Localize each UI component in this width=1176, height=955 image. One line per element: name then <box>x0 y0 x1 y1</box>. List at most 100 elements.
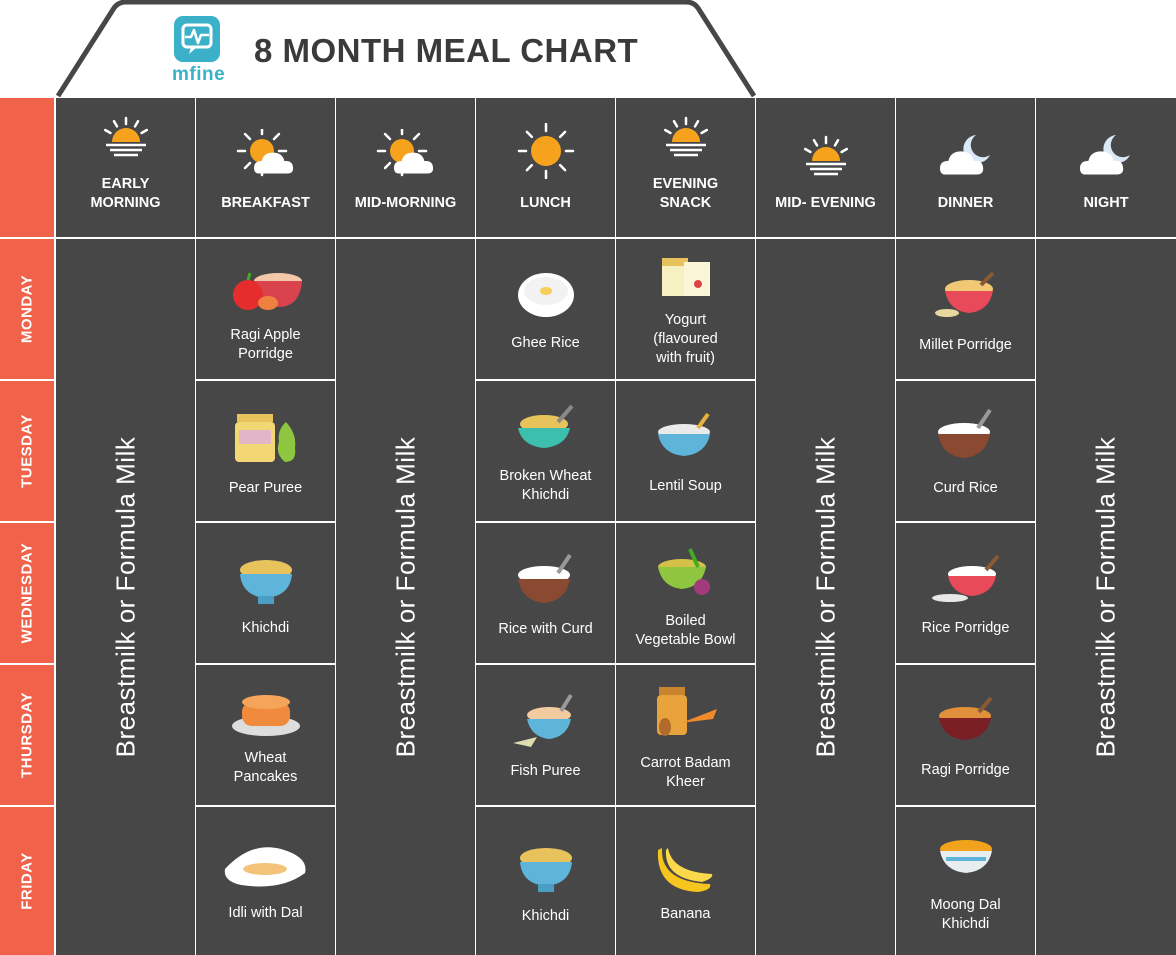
sun-cloud-icon <box>376 125 436 184</box>
day-row-header: FRIDAY <box>0 807 54 955</box>
milk-label: Breastmilk or Formula Milk <box>810 436 840 758</box>
millet-porridge-icon <box>933 267 999 330</box>
meal-cell: Khichdi <box>196 523 335 663</box>
meal-label: Pear Puree <box>228 480 303 496</box>
meal-cell: Rice with Curd <box>476 523 615 663</box>
meal-cell: Ghee Rice <box>476 239 615 379</box>
column-header-label: DINNER <box>937 195 994 211</box>
milk-column: Breastmilk or Formula Milk <box>756 239 895 955</box>
moong-dal-khichdi-icon <box>934 833 998 890</box>
meal-label: Khichdi <box>521 908 570 924</box>
yogurt-cups-icon <box>658 254 714 305</box>
lentil-soup-icon <box>654 410 718 471</box>
idli-icon <box>221 843 311 898</box>
heartbeat-chat-icon <box>174 16 220 62</box>
sun-cloud-icon <box>236 125 296 184</box>
day-row-header: TUESDAY <box>0 381 54 521</box>
page-title: 8 MONTH MEAL CHART <box>254 32 639 69</box>
sunrise-icon <box>96 114 156 165</box>
column-header: LUNCH <box>476 98 615 237</box>
meal-label: Carrot Badam Kheer <box>640 754 731 790</box>
meal-label: Khichdi <box>241 620 290 636</box>
milk-column: Breastmilk or Formula Milk <box>56 239 195 955</box>
meal-cell: Ragi Apple Porridge <box>196 239 335 379</box>
meal-label: Rice with Curd <box>498 621 593 637</box>
column-header: NIGHT <box>1036 98 1176 237</box>
meal-label: Ragi Porridge <box>921 762 1010 778</box>
day-label: MONDAY <box>18 274 36 344</box>
column-header: EVENING SNACK <box>616 98 755 237</box>
meal-label: Fish Puree <box>510 763 581 779</box>
meal-cell: Khichdi <box>476 807 615 955</box>
rice-porridge-icon <box>928 552 1004 613</box>
moon-cloud-icon <box>936 129 996 184</box>
vegetable-bowl-icon <box>654 541 718 606</box>
meal-cell: Yogurt (flavoured with fruit) <box>616 239 755 379</box>
meal-cell: Boiled Vegetable Bowl <box>616 523 755 663</box>
sunset-icon <box>796 133 856 184</box>
milk-label: Breastmilk or Formula Milk <box>1090 436 1121 758</box>
day-row-header: THURSDAY <box>0 665 54 805</box>
day-column-header <box>0 98 54 237</box>
column-header-label: MID- EVENING <box>775 195 876 211</box>
meal-label: Idli with Dal <box>228 905 303 921</box>
day-label: WEDNESDAY <box>18 542 36 644</box>
pancakes-icon <box>228 688 304 743</box>
column-header: DINNER <box>896 98 1035 237</box>
meal-cell: Moong Dal Khichdi <box>896 807 1035 955</box>
meal-cell: Idli with Dal <box>196 807 335 955</box>
logo-text: mfine <box>172 64 226 85</box>
day-label: TUESDAY <box>18 414 36 488</box>
meal-cell: Broken Wheat Khichdi <box>476 381 615 521</box>
meal-label: Millet Porridge <box>919 337 1012 353</box>
column-header-label: MID-MORNING <box>354 195 457 211</box>
column-header-label: NIGHT <box>1083 195 1129 211</box>
ragi-porridge-icon <box>933 694 999 755</box>
meal-label: Banana <box>660 906 711 922</box>
column-header: MID-MORNING <box>336 98 475 237</box>
day-label: THURSDAY <box>18 692 36 778</box>
milk-label: Breastmilk or Formula Milk <box>110 436 140 758</box>
ghee-rice-icon <box>514 269 578 328</box>
column-header: BREAKFAST <box>196 98 335 237</box>
sun-icon <box>516 122 576 184</box>
meal-label: Yogurt (flavoured with fruit) <box>653 312 718 366</box>
meal-cell: Lentil Soup <box>616 381 755 521</box>
day-row-header: WEDNESDAY <box>0 523 54 663</box>
meal-label: Lentil Soup <box>649 478 722 494</box>
meal-label: Moong Dal Khichdi <box>930 896 1001 932</box>
meal-cell: Fish Puree <box>476 665 615 805</box>
meal-cell: Wheat Pancakes <box>196 665 335 805</box>
curd-rice-bowl-icon <box>514 551 578 614</box>
fish-puree-icon <box>511 693 581 756</box>
mfine-logo: mfine <box>172 16 226 86</box>
carrot-almond-jar-icon <box>651 683 721 748</box>
header-tab <box>56 0 756 98</box>
meal-label: Ragi Apple Porridge <box>230 326 301 362</box>
meal-label: Rice Porridge <box>921 620 1010 636</box>
meal-label: Boiled Vegetable Bowl <box>635 612 736 648</box>
meal-cell: Banana <box>616 807 755 955</box>
khichdi-bowl-icon <box>514 840 578 901</box>
meal-cell: Curd Rice <box>896 381 1035 521</box>
meal-label: Broken Wheat Khichdi <box>499 467 592 503</box>
meal-cell: Ragi Porridge <box>896 665 1035 805</box>
curd-rice-icon <box>934 408 998 473</box>
meal-cell: Rice Porridge <box>896 523 1035 663</box>
pear-puree-jar-icon <box>231 408 301 473</box>
column-header-label: EARLY MORNING <box>90 176 161 211</box>
column-header: MID- EVENING <box>756 98 895 237</box>
column-header-label: BREAKFAST <box>221 195 310 211</box>
apple-porridge-icon <box>228 259 304 320</box>
khichdi-bowl-icon <box>234 552 298 613</box>
milk-column: Breastmilk or Formula Milk <box>336 239 475 955</box>
column-header-label: LUNCH <box>520 195 571 211</box>
day-row-header: MONDAY <box>0 239 54 379</box>
milk-label: Breastmilk or Formula Milk <box>390 436 420 758</box>
column-header: EARLY MORNING <box>56 98 195 237</box>
meal-cell: Millet Porridge <box>896 239 1035 379</box>
meal-label: Wheat Pancakes <box>233 749 298 785</box>
banana-icon <box>654 842 718 899</box>
column-header-label: EVENING SNACK <box>652 176 719 211</box>
